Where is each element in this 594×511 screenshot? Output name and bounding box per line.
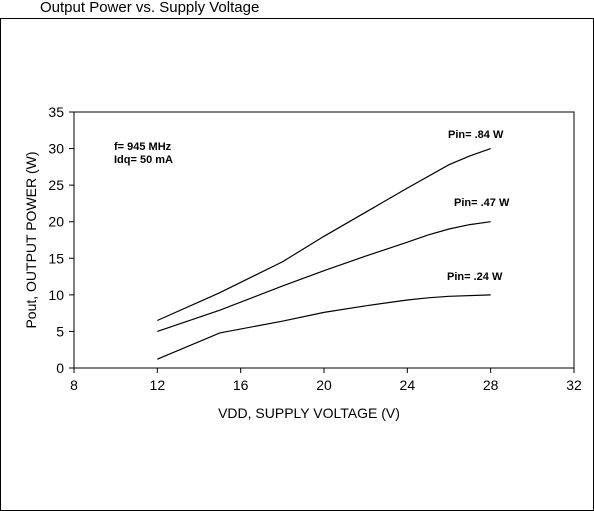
series-line	[157, 221, 491, 332]
figure-caption: Output Power vs. Supply Voltage	[40, 0, 260, 16]
y-tick-label: 30	[48, 141, 64, 157]
x-axis-label: VDD, SUPPLY VOLTAGE (V)	[218, 405, 400, 421]
y-tick-label: 35	[48, 104, 64, 120]
series-line	[157, 148, 491, 322]
y-tick-label: 25	[48, 177, 64, 193]
series-label: Pin= .84 W	[448, 129, 504, 141]
x-tick-label: 8	[70, 377, 78, 393]
x-tick-label: 16	[233, 377, 249, 393]
y-tick-label: 20	[48, 214, 64, 230]
axes: 8 12 16 20 24 28 32 0 5 10 15 20 25 30 35	[48, 104, 582, 393]
y-tick-label: 15	[48, 250, 64, 266]
series-line	[157, 294, 491, 360]
condition-annotation: f= 945 MHz	[114, 141, 172, 153]
y-tick-label: 0	[56, 360, 64, 376]
x-tick-label: 20	[316, 377, 332, 393]
condition-annotation: Idq= 50 mA	[114, 154, 173, 166]
series-label: Pin= .47 W	[454, 197, 510, 209]
x-tick-label: 28	[483, 377, 499, 393]
x-tick-label: 12	[150, 377, 166, 393]
x-tick-label: 32	[566, 377, 582, 393]
figure-border	[0, 18, 594, 511]
x-tick-label: 24	[400, 377, 416, 393]
labels-layer: VDD, SUPPLY VOLTAGE (V) Pout, OUTPUT POWE…	[23, 129, 510, 421]
y-tick-label: 5	[56, 323, 64, 339]
series-layer	[157, 148, 491, 360]
series-label: Pin= .24 W	[447, 271, 503, 283]
y-tick-label: 10	[48, 287, 64, 303]
y-axis-label: Pout, OUTPUT POWER (W)	[23, 151, 39, 328]
